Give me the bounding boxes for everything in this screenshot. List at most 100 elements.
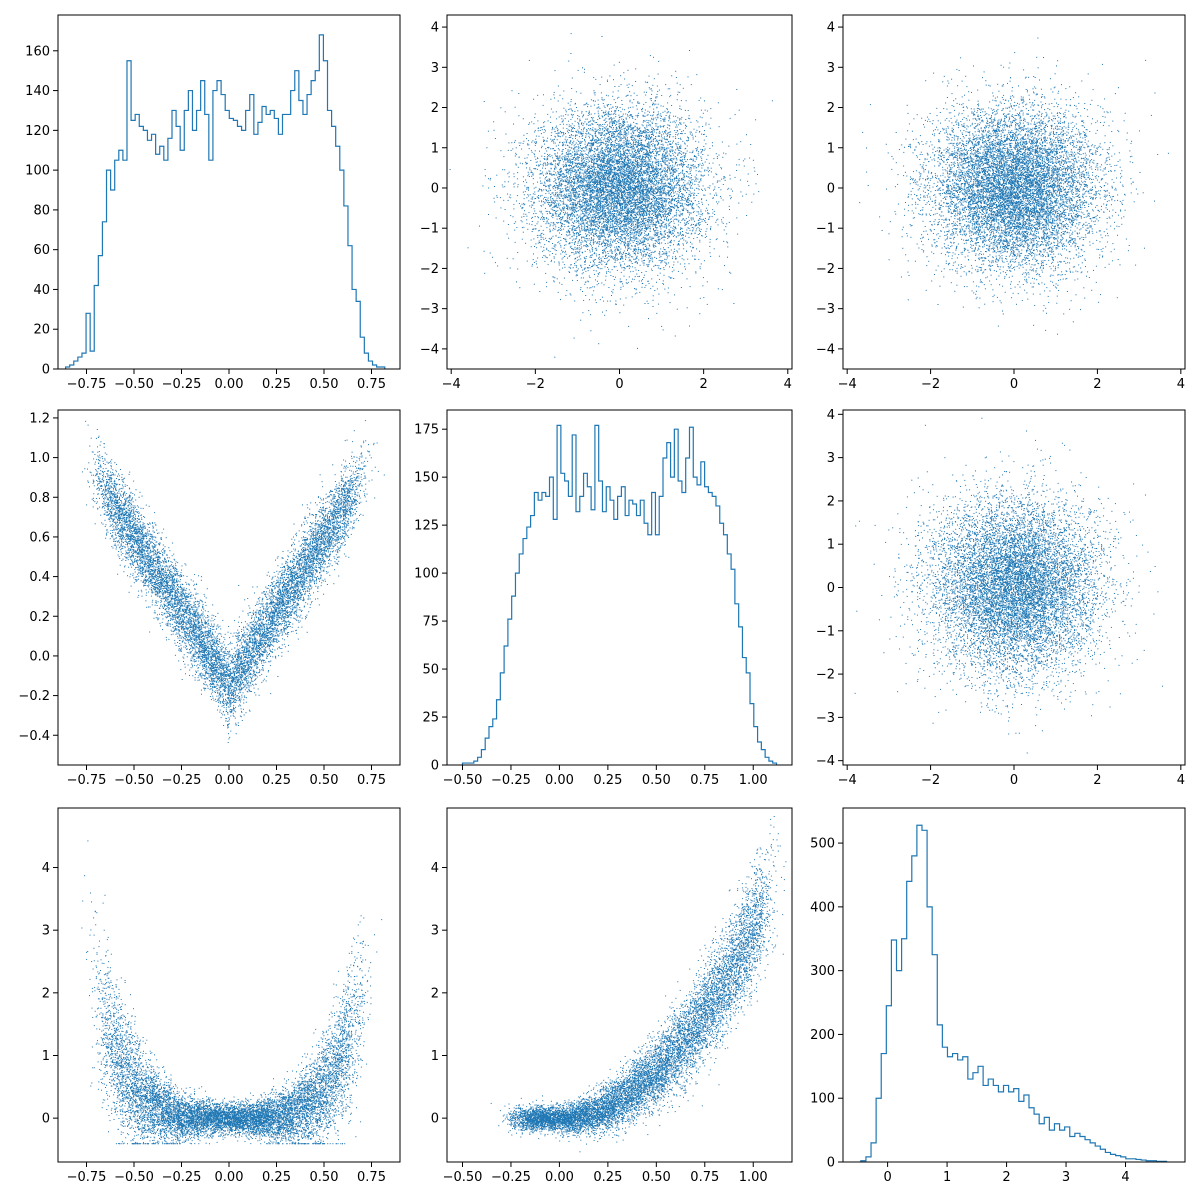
x-tick-label: 0.25 <box>262 377 291 392</box>
scatter-point <box>702 154 703 155</box>
scatter-point <box>532 217 533 218</box>
scatter-point <box>708 187 709 188</box>
scatter-point <box>598 221 599 222</box>
scatter-points <box>450 33 773 358</box>
scatter-point <box>699 251 700 252</box>
scatter-point <box>633 227 634 228</box>
scatter-point <box>604 249 605 250</box>
scatter-point <box>612 187 613 188</box>
scatter-point <box>588 143 589 144</box>
scatter-point <box>695 200 696 201</box>
scatter-point <box>678 196 679 197</box>
scatter-point <box>656 153 657 154</box>
scatter-point <box>631 129 632 130</box>
scatter-point <box>552 276 553 277</box>
scatter-point <box>606 217 607 218</box>
scatter-point <box>616 253 617 254</box>
scatter-point <box>690 196 691 197</box>
scatter-point <box>636 228 637 229</box>
scatter-point <box>547 221 548 222</box>
scatter-point <box>632 183 633 184</box>
scatter-point <box>672 258 673 259</box>
scatter-point <box>635 68 636 69</box>
scatter-point <box>529 205 530 206</box>
scatter-point <box>695 141 696 142</box>
scatter-point <box>595 233 596 234</box>
scatter-point <box>610 152 611 153</box>
scatter-point <box>567 235 568 236</box>
scatter-point <box>548 198 549 199</box>
scatter-point <box>649 144 650 145</box>
scatter-point <box>693 224 694 225</box>
scatter-point <box>625 114 626 115</box>
scatter-point <box>566 128 567 129</box>
scatter-point <box>675 122 676 123</box>
scatter-point <box>598 241 599 242</box>
scatter-point <box>582 67 583 68</box>
scatter-point <box>578 268 579 269</box>
scatter-point <box>640 250 641 251</box>
scatter-point <box>662 223 663 224</box>
scatter-point <box>656 235 657 236</box>
scatter-point <box>655 185 656 186</box>
scatter-point <box>549 205 550 206</box>
scatter-point <box>674 121 675 122</box>
scatter-point <box>647 301 648 302</box>
scatter-point <box>619 218 620 219</box>
scatter-point <box>550 200 551 201</box>
scatter-point <box>616 163 617 164</box>
scatter-point <box>600 153 601 154</box>
scatter-point <box>649 253 650 254</box>
scatter-point <box>522 208 523 209</box>
scatter-point <box>694 193 695 194</box>
scatter-point <box>606 240 607 241</box>
scatter-point <box>540 181 541 182</box>
scatter-point <box>579 247 580 248</box>
scatter-point <box>688 182 689 183</box>
scatter-point <box>570 161 571 162</box>
scatter-point <box>660 183 661 184</box>
scatter-point <box>521 217 522 218</box>
scatter-point <box>556 216 557 217</box>
scatter-point <box>615 189 616 190</box>
scatter-point <box>580 196 581 197</box>
scatter-point <box>616 210 617 211</box>
scatter-point <box>677 146 678 147</box>
scatter-point <box>584 147 585 148</box>
scatter-point <box>630 161 631 162</box>
scatter-point <box>614 158 615 159</box>
scatter-point <box>628 175 629 176</box>
scatter-point <box>604 120 605 121</box>
scatter-point <box>560 136 561 137</box>
scatter-point <box>676 184 677 185</box>
scatter-point <box>559 269 560 270</box>
scatter-point <box>569 151 570 152</box>
scatter-point <box>625 253 626 254</box>
scatter-point <box>677 164 678 165</box>
scatter-point <box>563 195 564 196</box>
scatter-point <box>645 102 646 103</box>
scatter-point <box>714 211 715 212</box>
scatter-point <box>490 178 491 179</box>
scatter-point <box>563 177 564 178</box>
scatter-point <box>667 102 668 103</box>
scatter-point <box>698 151 699 152</box>
scatter-point <box>717 182 718 183</box>
scatter-point <box>626 178 627 179</box>
scatter-point <box>575 210 576 211</box>
scatter-point <box>563 257 564 258</box>
scatter-point <box>666 259 667 260</box>
scatter-point <box>646 239 647 240</box>
scatter-point <box>526 216 527 217</box>
scatter-point <box>672 267 673 268</box>
scatter-point <box>527 223 528 224</box>
scatter-point <box>593 165 594 166</box>
scatter-point <box>660 195 661 196</box>
scatter-point <box>561 211 562 212</box>
scatter-point <box>708 167 709 168</box>
scatter-point <box>552 187 553 188</box>
scatter-point <box>574 150 575 151</box>
scatter-point <box>678 198 679 199</box>
